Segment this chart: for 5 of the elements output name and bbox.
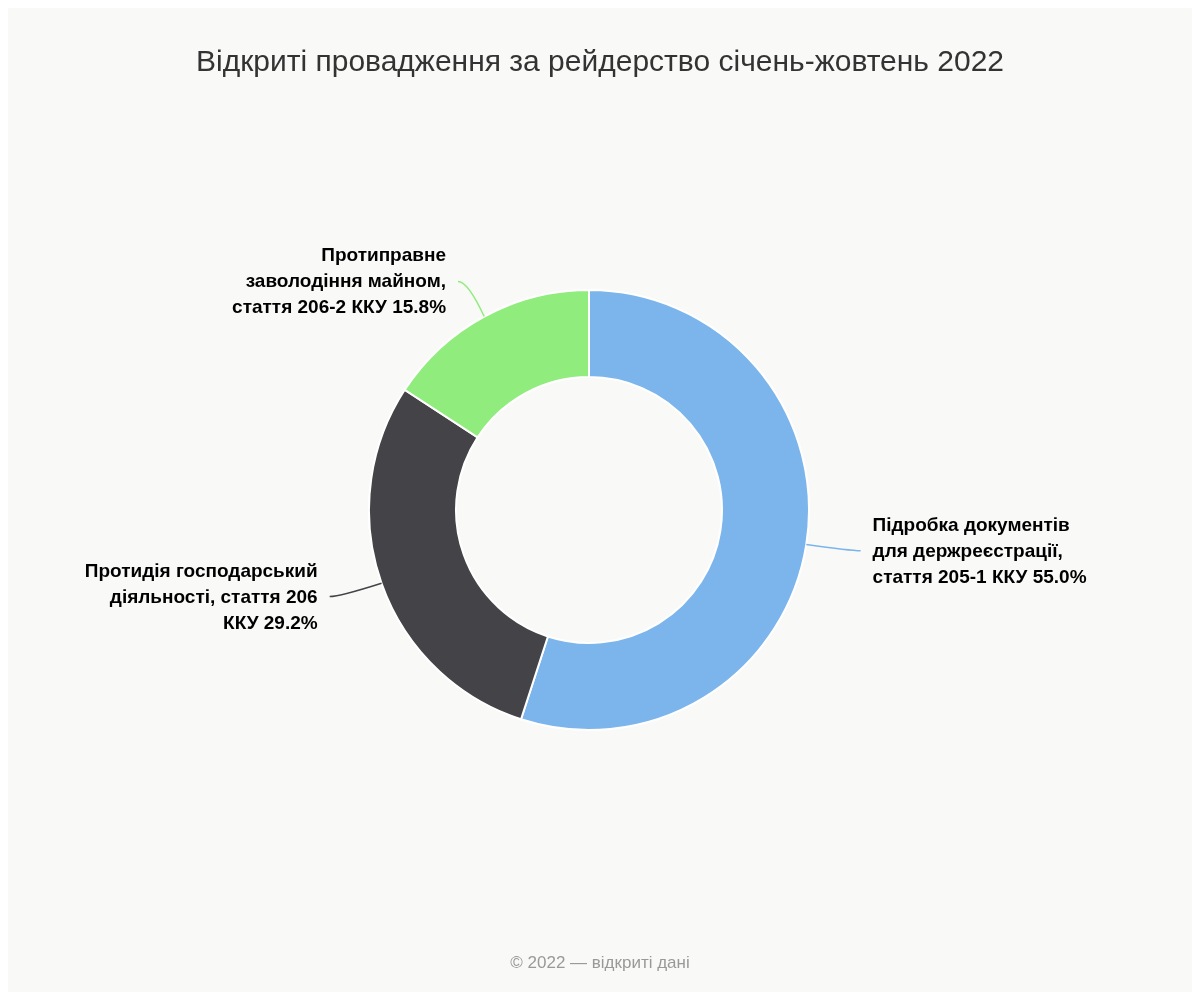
slice-label: Підробка документів для держреєстрації, стаття 205-1 ККУ 55.0% [872,513,1087,587]
slice-label: Протидія господарський діяльності, стаття 206 ККУ 29.2% [84,559,318,633]
chart-title: Відкриті провадження за рейдерство січень-жовтень 2022 [194,44,1006,78]
text: © 2022 — відкриті дані [509,953,691,973]
slice-label: Протиправне заволодіння майном, стаття 206-2 ККУ 15.8% [232,244,447,318]
